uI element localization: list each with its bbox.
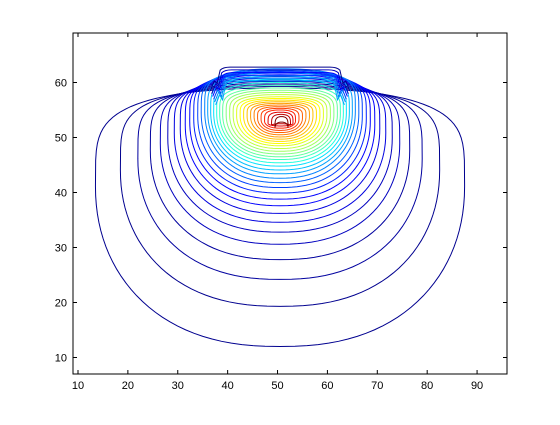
contour-line-19 [222,87,338,158]
y-tick-label: 40 [55,188,67,200]
contour-line-18 [219,84,341,161]
y-tick-label: 50 [55,133,67,145]
contour-line-9 [189,72,371,200]
contour-line-34 [274,116,289,128]
contour-line-17 [216,81,344,164]
x-tick-label: 30 [172,380,184,392]
top-contour-line-4 [214,77,346,103]
contour-line-20 [225,89,335,155]
plot-background [73,33,507,374]
contour-line-23 [236,96,324,147]
contour-line-21 [229,91,331,152]
top-contour-line-0 [209,66,351,92]
contour-line-22 [232,94,328,150]
top-contour-line-5 [215,80,345,106]
y-tick-label: 30 [55,243,67,255]
contour-line-13 [204,68,356,179]
contours-layer [94,66,466,348]
contour-line-29 [257,106,303,134]
axes-box [72,32,508,375]
x-tick-label: 80 [421,380,433,392]
contour-line-7 [179,75,381,214]
y-tick-label: 10 [55,353,67,365]
y-tick-label: 60 [55,78,67,90]
x-tick-label: 60 [321,380,333,392]
contour-line-25 [243,99,317,142]
x-tick-label: 70 [371,380,383,392]
top-contour-line-2 [212,72,348,97]
contour-line-31 [264,109,296,129]
contour-line-30 [260,107,300,131]
axes-layer: 10 20 30 40 50 60 70 80 90 10 20 30 40 50 60 [55,32,508,392]
y-tick-label: 20 [55,298,67,310]
x-tick-label: 90 [471,380,483,392]
contour-line-28 [253,104,307,136]
contour-line-3 [149,82,411,261]
x-tick-label: 20 [122,380,134,392]
contour-line-27 [250,102,310,138]
contour-line-5 [167,79,393,233]
contour-line-26 [246,101,314,140]
x-tick-label: 40 [222,380,234,392]
contour-line-11 [197,70,363,189]
contour-line-24 [239,97,321,145]
top-contour-line-1 [211,69,349,95]
top-contour-line-3 [213,74,347,100]
x-tick-label: 10 [72,380,84,392]
x-tick-label: 50 [271,380,283,392]
